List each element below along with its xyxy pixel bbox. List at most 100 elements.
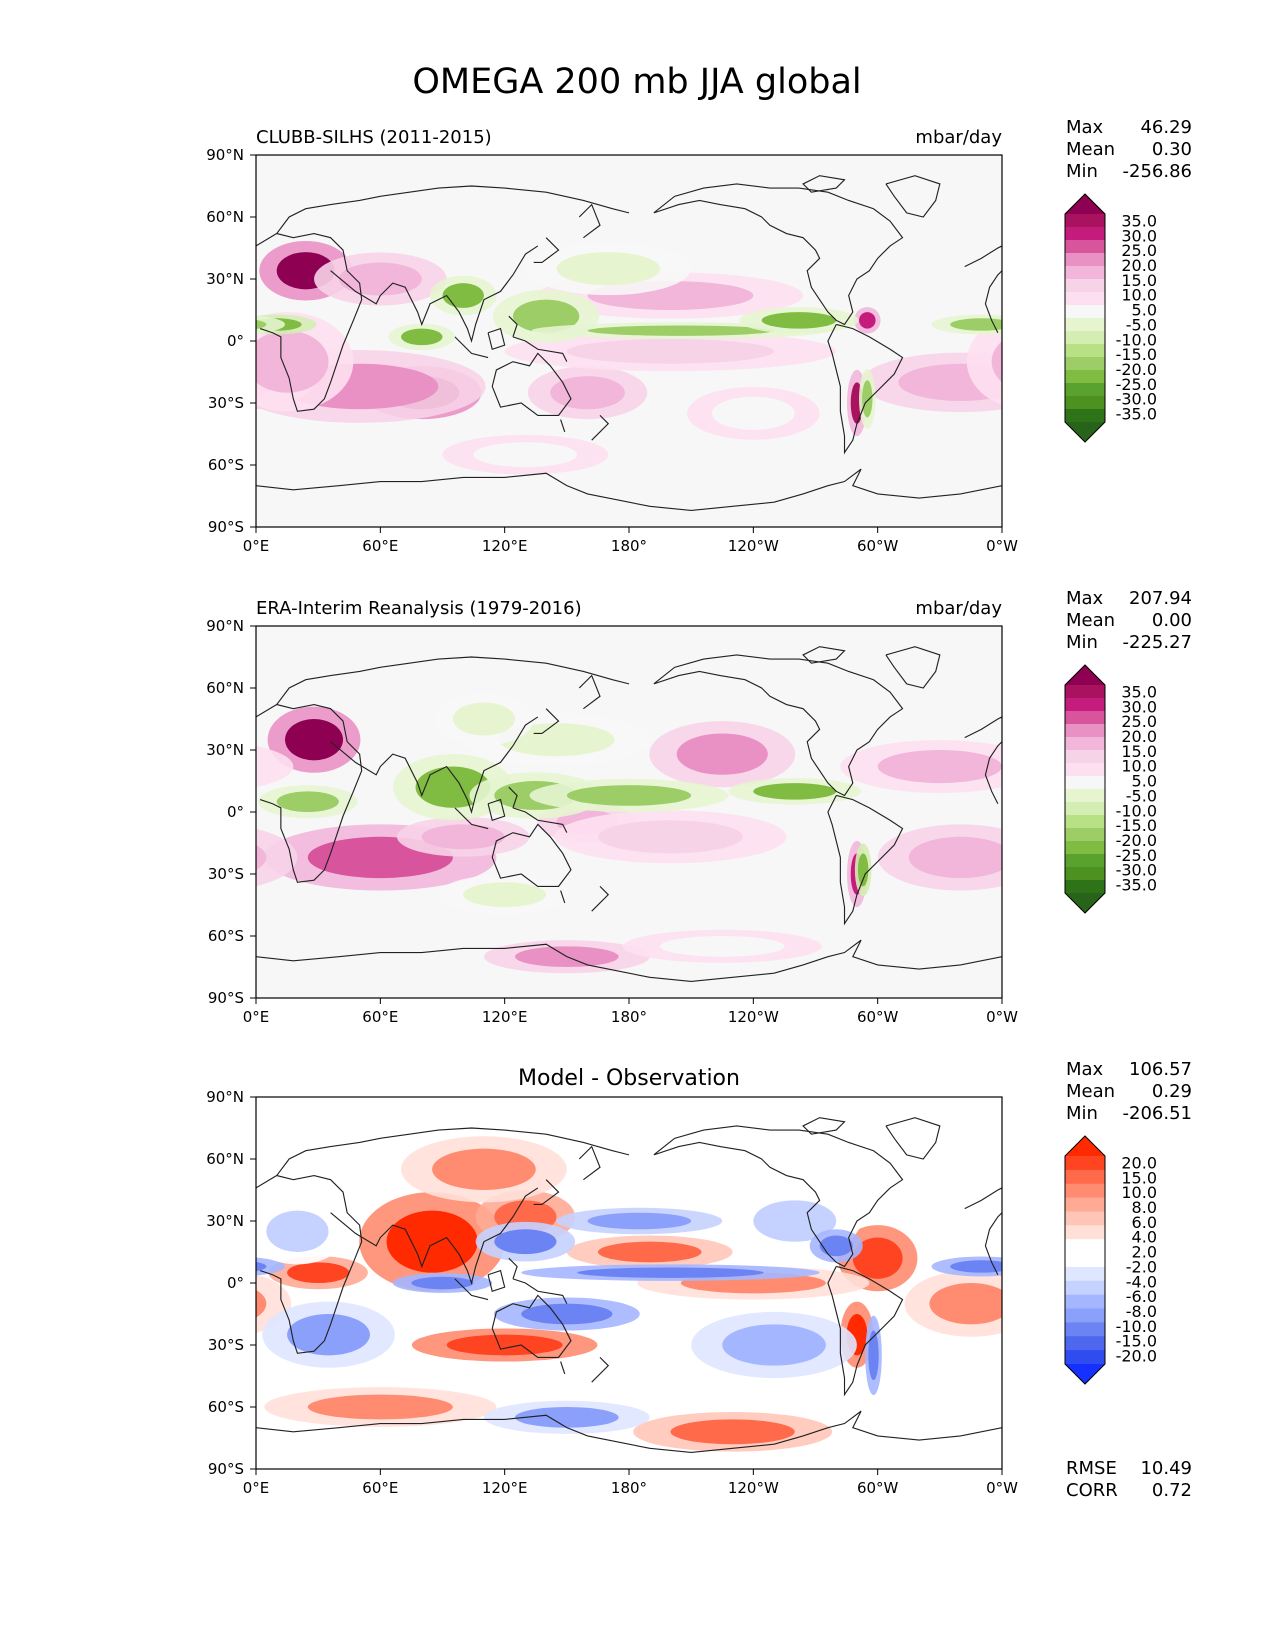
colorbar-segment	[1065, 698, 1105, 712]
x-tick-label: 0°W	[986, 1479, 1018, 1497]
colorbar-segment	[1065, 240, 1105, 254]
colorbar-segment	[1065, 1322, 1105, 1337]
field-feature	[338, 262, 422, 296]
colorbar-segment	[1065, 737, 1105, 751]
y-tick-label: 30°S	[208, 865, 244, 883]
field-feature	[597, 1241, 702, 1263]
colorbar-segment	[1065, 396, 1105, 410]
field-feature	[1027, 364, 1184, 409]
field-feature	[722, 1324, 826, 1366]
panel-title: CLUBB-SILHS (2011-2015)	[256, 127, 492, 148]
y-tick-label: 90°N	[206, 1088, 244, 1106]
field-feature	[877, 750, 1002, 784]
colorbar-label: 30.0	[1121, 697, 1157, 716]
field-feature	[859, 312, 876, 329]
colorbar-label: 35.0	[1121, 682, 1157, 701]
field-layer	[256, 1136, 1002, 1452]
colorbar-segment	[1065, 815, 1105, 829]
field-halo	[979, 365, 1002, 408]
field-feature	[753, 783, 837, 800]
field-feature	[256, 330, 329, 393]
colorbar: 35.030.025.020.015.010.05.0-5.0-10.0-15.…	[1064, 193, 1157, 443]
x-tick-label: 120°E	[482, 537, 528, 555]
stat-value: 46.29	[1140, 117, 1192, 138]
field-feature	[285, 719, 344, 761]
colorbar-label: 35.0	[1121, 211, 1157, 230]
stat-value: 0.00	[1152, 610, 1192, 631]
panel-2: 0°E 60°E 120°E 180° 120°W 60°W 0°W 90°N 60°N 30°N…	[206, 588, 1192, 1026]
field-halo	[966, 317, 1002, 406]
colorbar-outline	[1064, 1135, 1106, 1385]
y-tick-label: 90°N	[206, 146, 244, 164]
colorbar-label: 5.0	[1132, 301, 1157, 320]
colorbar-segment	[1065, 1280, 1105, 1296]
colorbar-label: -20.0	[1116, 1347, 1157, 1366]
colorbar-label: 20.0	[1121, 256, 1157, 275]
colorbar-label: -6.0	[1126, 1287, 1157, 1306]
y-tick-label: 60°N	[206, 208, 244, 226]
colorbar-label: -5.0	[1126, 315, 1157, 334]
stat-value: -206.51	[1123, 1103, 1192, 1124]
field-feature	[857, 853, 869, 887]
colorbar-segment	[1065, 1211, 1105, 1226]
field-feature	[386, 1210, 478, 1273]
colorbar-extend-bottom	[1065, 422, 1105, 442]
colorbar-segment	[1065, 383, 1105, 397]
field-feature	[256, 319, 267, 330]
stat-value: 0.30	[1152, 139, 1192, 160]
stat-label: Min	[1066, 632, 1098, 653]
panel-title: Model - Observation	[518, 1066, 740, 1091]
y-tick-label: 90°N	[206, 617, 244, 635]
field-feature	[512, 299, 580, 333]
colorbar-extend-top	[1065, 665, 1105, 685]
colorbar-segment	[1065, 370, 1105, 384]
y-tick-label: 90°S	[208, 1460, 244, 1478]
colorbar-segment	[1065, 1156, 1105, 1171]
colorbar-segment	[1065, 1239, 1105, 1254]
field-layer	[256, 692, 1002, 974]
x-tick-label: 120°E	[482, 1008, 528, 1026]
x-tick-label: 0°E	[243, 537, 270, 555]
y-tick-label: 0°	[227, 332, 244, 350]
field-halo	[256, 315, 285, 334]
colorbar-label: -10.0	[1116, 1317, 1157, 1336]
y-tick-label: 30°N	[206, 1212, 244, 1230]
stat-value: 207.94	[1129, 588, 1192, 609]
colorbar-segment	[1065, 867, 1105, 881]
stat-label: Max	[1066, 588, 1104, 609]
stat-value: -256.86	[1123, 161, 1192, 182]
colorbar-label: -15.0	[1116, 345, 1157, 364]
field-feature	[266, 1210, 329, 1253]
field-feature	[256, 845, 267, 870]
colorbar-segment	[1065, 828, 1105, 842]
colorbar-label: -25.0	[1116, 375, 1157, 394]
colorbar-outline	[1064, 193, 1106, 443]
y-tick-label: 30°S	[208, 394, 244, 412]
colorbar-extend-top	[1065, 194, 1105, 214]
colorbar-label: -5.0	[1126, 786, 1157, 805]
panel-1: 0°E 60°E 120°E 180° 120°W 60°W 0°W 90°N 60°N 30°N…	[206, 117, 1192, 555]
panel-units: mbar/day	[915, 127, 1002, 148]
field-feature	[287, 1262, 350, 1283]
x-tick-label: 60°E	[362, 1479, 398, 1497]
colorbar-label: -20.0	[1116, 360, 1157, 379]
y-tick-label: 30°N	[206, 741, 244, 759]
colorbar-segment	[1065, 1253, 1105, 1268]
colorbar-segment	[1065, 880, 1105, 894]
field-feature	[566, 785, 692, 806]
colorbar-segment	[1065, 685, 1105, 699]
colorbar-label: 30.0	[1121, 226, 1157, 245]
field-feature	[660, 936, 785, 957]
x-tick-label: 180°	[611, 1008, 647, 1026]
colorbar-outline	[1064, 664, 1106, 914]
field-feature	[950, 1260, 1002, 1273]
x-tick-label: 120°W	[728, 1479, 779, 1497]
field-feature	[421, 824, 505, 850]
colorbar-segment	[1065, 854, 1105, 868]
x-tick-label: 180°	[611, 537, 647, 555]
colorbar-extend-bottom	[1065, 893, 1105, 913]
colorbar-segment	[1065, 344, 1105, 358]
x-tick-label: 60°W	[857, 1479, 899, 1497]
colorbar-segment	[1065, 357, 1105, 371]
